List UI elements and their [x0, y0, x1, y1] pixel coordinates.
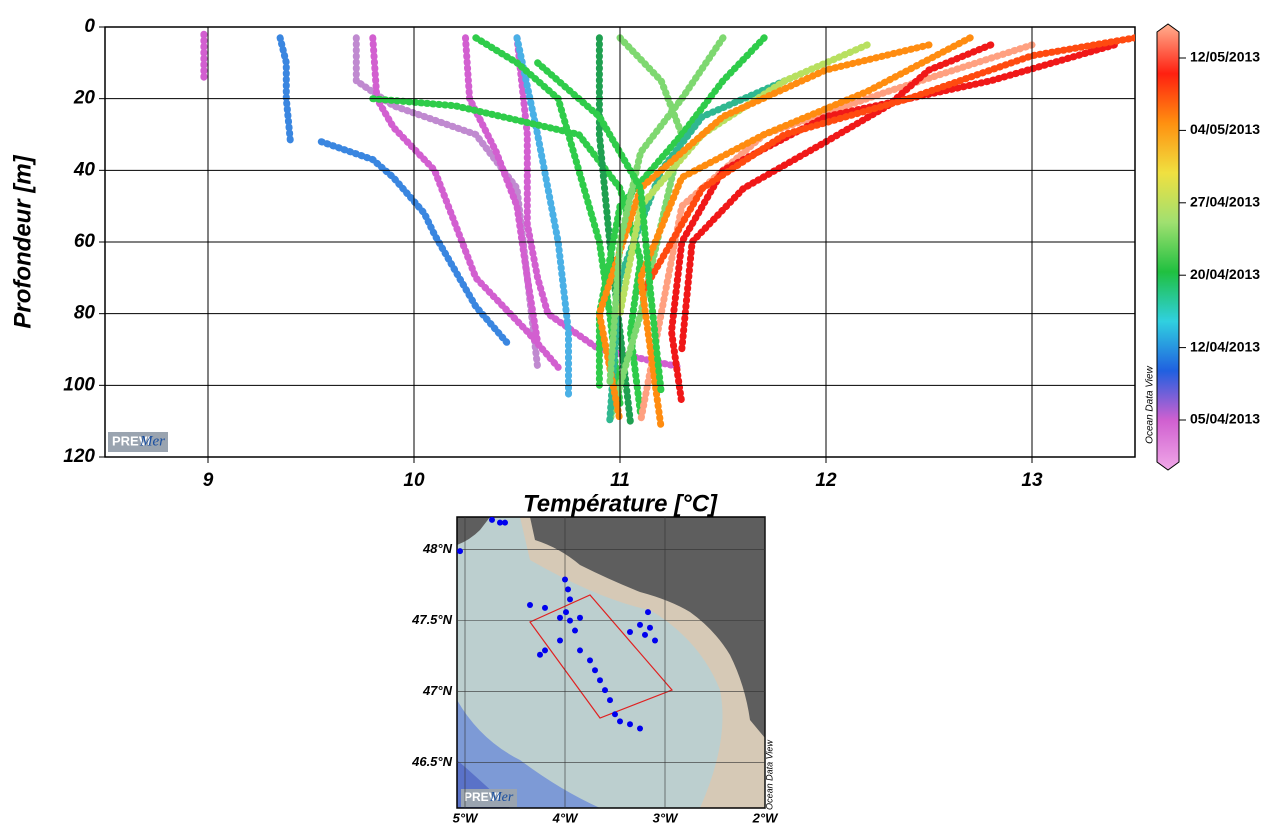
station: [647, 625, 653, 631]
station: [652, 637, 658, 643]
station: [645, 609, 651, 615]
brand-suffix: Mer: [139, 433, 165, 449]
y-tick-label: 47°N: [422, 683, 453, 698]
y-tick-label: 40: [73, 159, 96, 180]
x-tick-label: 12: [815, 470, 837, 491]
station: [502, 520, 508, 526]
x-tick-label: 9: [203, 470, 214, 491]
y-tick-label: 46.5°N: [411, 754, 453, 769]
station: [567, 596, 573, 602]
station: [557, 615, 563, 621]
y-tick-label: 48°N: [422, 541, 453, 556]
colorbar-label: 12/05/2013: [1190, 49, 1260, 65]
station: [577, 647, 583, 653]
colorbar-label: 20/04/2013: [1190, 266, 1260, 282]
station: [489, 517, 495, 523]
station: [563, 609, 569, 615]
station: [537, 652, 543, 658]
station: [577, 615, 583, 621]
watermark: Ocean Data View: [1145, 365, 1156, 443]
x-tick-label: 4°W: [552, 810, 579, 825]
station: [617, 718, 623, 724]
station: [627, 721, 633, 727]
station: [557, 637, 563, 643]
x-tick-label: 10: [403, 470, 425, 491]
y-axis-title: Profondeur [m]: [9, 154, 36, 328]
station: [642, 632, 648, 638]
colorbar-label: 04/05/2013: [1190, 121, 1260, 137]
y-tick-label: 100: [63, 374, 95, 395]
x-tick-label: 13: [1021, 470, 1043, 491]
station: [637, 622, 643, 628]
x-tick-label: 5°W: [453, 810, 479, 825]
colorbar-label: 27/04/2013: [1190, 194, 1260, 210]
x-axis-title: Température [°C]: [523, 490, 718, 517]
station: [597, 677, 603, 683]
profile: [280, 38, 290, 142]
y-tick-label: 47.5°N: [411, 612, 453, 627]
station: [612, 711, 618, 717]
figure: Température [°C] Profondeur [m] Ocean Da…: [0, 0, 1288, 828]
station: [542, 647, 548, 653]
station: [457, 548, 463, 554]
station: [602, 687, 608, 693]
station: [587, 657, 593, 663]
station: [565, 586, 571, 592]
station: [572, 628, 578, 634]
station: [607, 697, 613, 703]
x-tick-label: 11: [610, 470, 630, 491]
x-tick-label: 2°W: [752, 810, 779, 825]
y-tick-label: 80: [74, 303, 96, 324]
station: [627, 629, 633, 635]
y-tick-label: 120: [63, 446, 95, 467]
profiles: [204, 34, 1135, 428]
y-tick-label: 20: [73, 88, 96, 109]
station: [562, 576, 568, 582]
x-tick-label: 3°W: [653, 810, 679, 825]
station: [637, 726, 643, 732]
station: [527, 602, 533, 608]
profile: [641, 38, 1135, 296]
station: [592, 667, 598, 673]
map-background: [457, 517, 765, 808]
station: [567, 618, 573, 624]
y-tick-label: 60: [74, 231, 96, 252]
colorbar-label: 12/04/2013: [1190, 338, 1260, 354]
map-brand-suffix: Mer: [489, 790, 514, 805]
colorbar: [1157, 24, 1179, 470]
station: [542, 605, 548, 611]
map-watermark: Ocean Data View: [764, 740, 774, 810]
colorbar-label: 05/04/2013: [1190, 411, 1260, 427]
y-tick-label: 0: [84, 16, 95, 37]
